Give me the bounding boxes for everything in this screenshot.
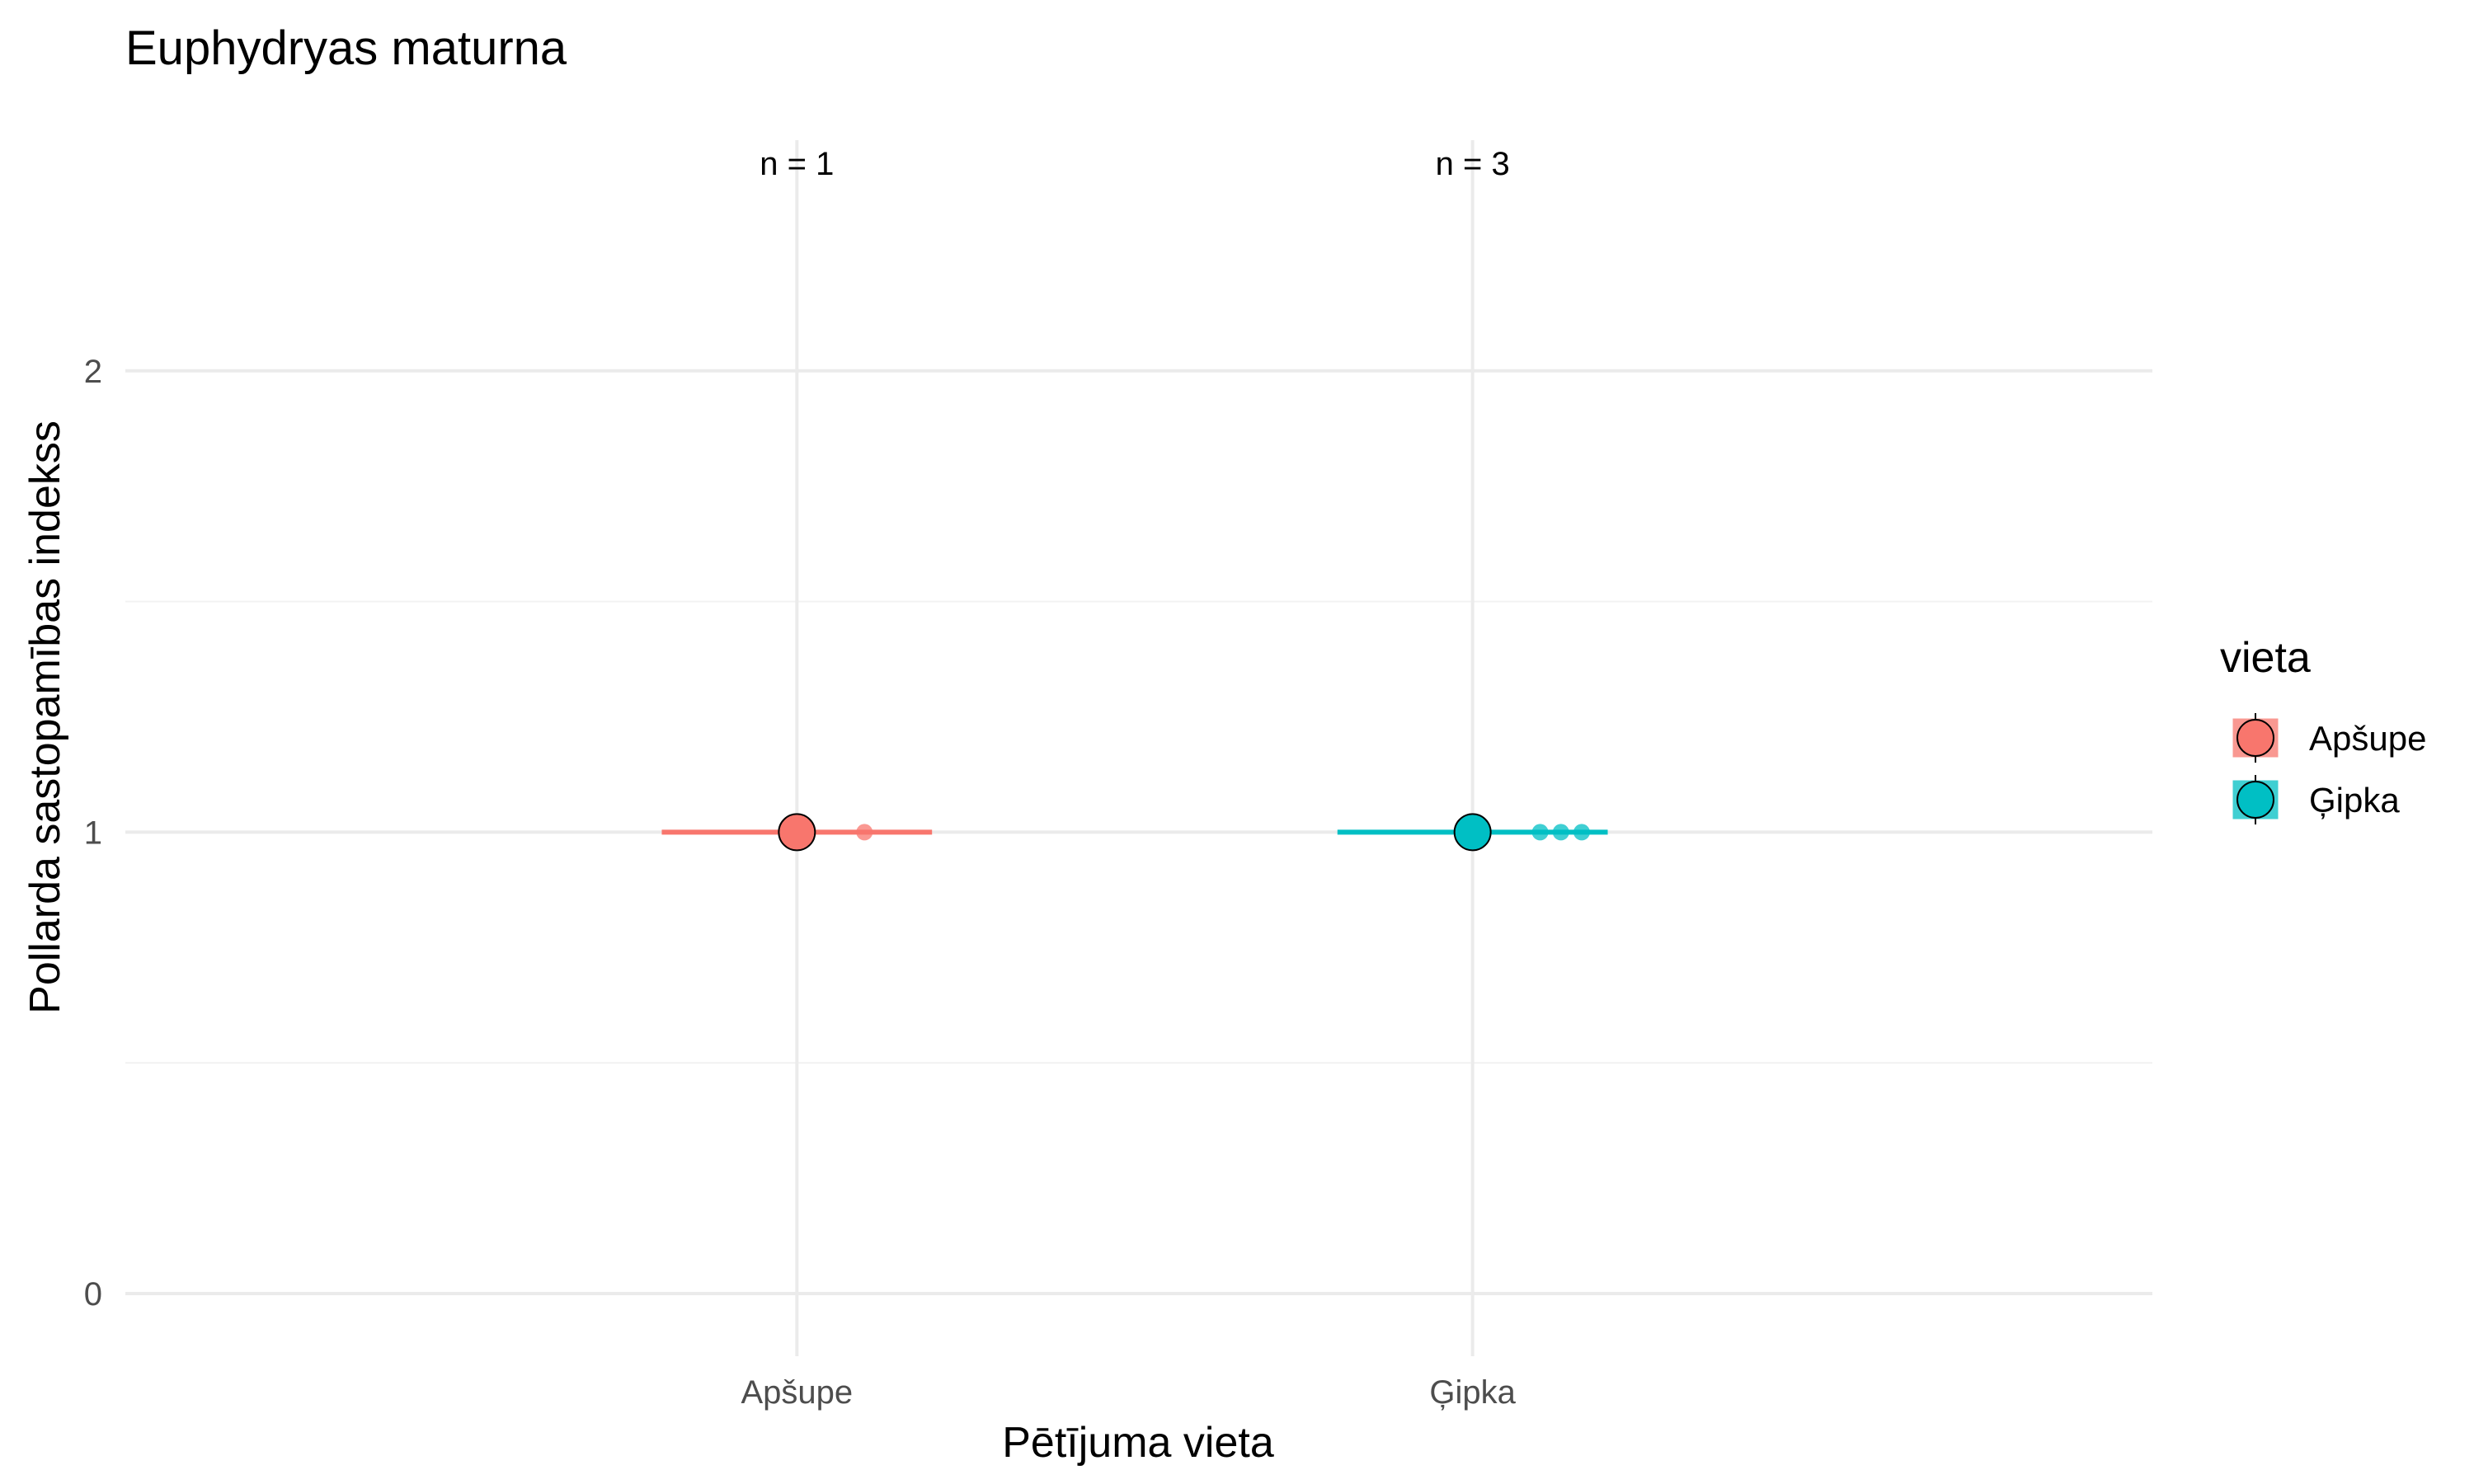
- chart-title: Euphydryas maturna: [125, 21, 567, 75]
- plot-marks: [661, 813, 1608, 852]
- mean-point: [1453, 813, 1492, 852]
- legend-key-point: [2236, 719, 2274, 757]
- y-tick-label: 1: [84, 815, 102, 851]
- y-axis-title: Pollarda sastopamības indekss: [21, 420, 69, 1014]
- data-point: [856, 824, 873, 841]
- sample-size-label: n = 3: [1436, 146, 1510, 182]
- mean-point: [778, 813, 816, 852]
- data-point: [1552, 824, 1569, 841]
- x-tick-label: Ģipka: [1429, 1374, 1516, 1411]
- legend-label: Ģipka: [2309, 781, 2400, 819]
- legend-label: Apšupe: [2309, 719, 2426, 758]
- data-point: [1531, 824, 1549, 841]
- labels: Euphydryas maturna Pētījuma vieta Pollar…: [21, 21, 1517, 1467]
- data-point: [1573, 824, 1590, 841]
- y-tick-label: 2: [84, 354, 102, 390]
- legend-key-point: [2236, 781, 2274, 819]
- legend-title: vieta: [2220, 634, 2311, 682]
- sample-size-label: n = 1: [760, 146, 834, 182]
- legend: vieta Apšupe Ģipka: [2220, 634, 2426, 824]
- y-tick-label: 0: [84, 1276, 102, 1313]
- grid: [125, 140, 2152, 1356]
- x-axis-title: Pētījuma vieta: [1002, 1419, 1274, 1467]
- x-tick-label: Apšupe: [741, 1374, 853, 1411]
